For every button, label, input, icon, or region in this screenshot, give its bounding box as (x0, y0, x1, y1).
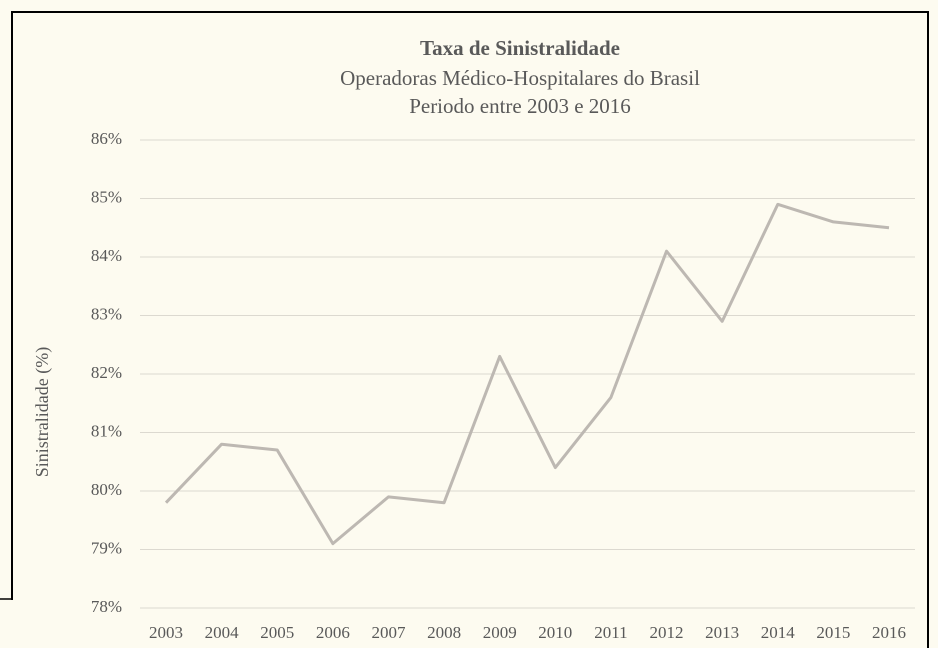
y-tick-label: 82% (91, 363, 122, 382)
x-tick-label: 2004 (205, 623, 240, 642)
data-line (164, 202, 890, 546)
x-tick-label: 2003 (149, 623, 183, 642)
x-tick-label: 2015 (816, 623, 850, 642)
x-tick-label: 2014 (761, 623, 796, 642)
y-tick-label: 79% (91, 538, 122, 557)
y-axis-label: Sinistralidade (%) (32, 347, 53, 477)
x-tick-label: 2016 (872, 623, 906, 642)
x-tick-label: 2010 (538, 623, 572, 642)
x-tick-label: 2005 (260, 623, 294, 642)
x-tick-label: 2012 (650, 623, 684, 642)
x-tick-label: 2013 (705, 623, 739, 642)
x-tick-label: 2009 (483, 623, 517, 642)
chart-subtitle: Periodo entre 2003 e 2016 (409, 94, 631, 118)
y-tick-label: 84% (91, 246, 122, 265)
x-tick-label: 2007 (371, 623, 406, 642)
chart-title: Taxa de Sinistralidade (420, 36, 620, 60)
chart-subtitle: Operadoras Médico-Hospitalares do Brasil (340, 66, 700, 90)
frame (11, 11, 929, 648)
y-tick-label: 85% (91, 187, 122, 206)
y-tick-label: 78% (91, 597, 122, 616)
x-tick-label: 2006 (316, 623, 350, 642)
y-tick-label: 81% (91, 421, 122, 440)
x-tick-label: 2008 (427, 623, 461, 642)
y-tick-label: 83% (91, 304, 122, 323)
y-tick-label: 86% (91, 129, 122, 148)
x-tick-label: 2011 (594, 623, 627, 642)
y-tick-label: 80% (91, 480, 122, 499)
